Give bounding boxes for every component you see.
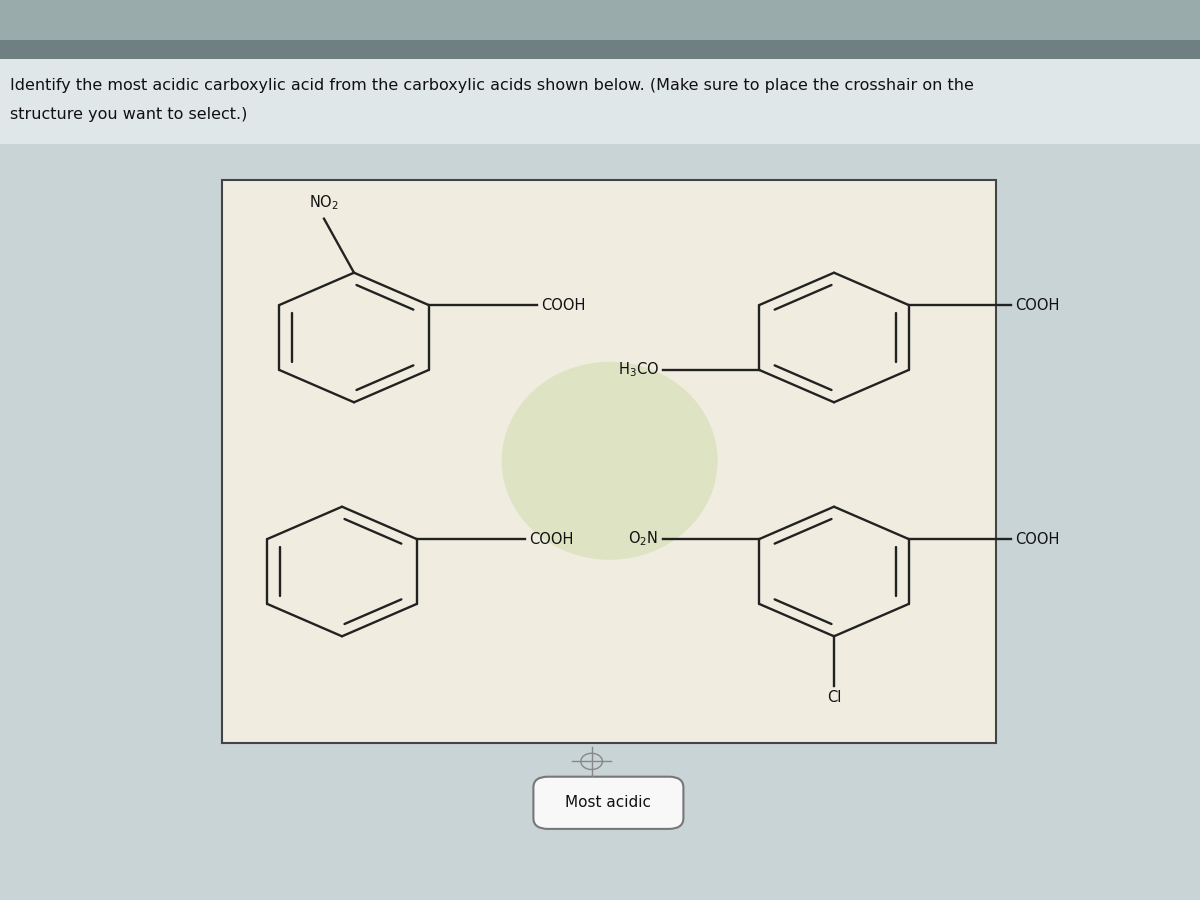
Bar bbox=[0, 0, 1200, 40]
Text: COOH: COOH bbox=[541, 298, 586, 312]
Bar bbox=[0, 58, 1200, 144]
Text: H$_3$CO: H$_3$CO bbox=[618, 361, 660, 379]
Ellipse shape bbox=[502, 362, 718, 560]
Text: Identify the most acidic carboxylic acid from the carboxylic acids shown below. : Identify the most acidic carboxylic acid… bbox=[10, 78, 973, 93]
Text: O$_2$N: O$_2$N bbox=[629, 530, 659, 548]
Text: Cl: Cl bbox=[827, 690, 841, 706]
Text: COOH: COOH bbox=[529, 532, 574, 546]
Bar bbox=[0, 40, 1200, 58]
Text: structure you want to select.): structure you want to select.) bbox=[10, 107, 247, 122]
Text: NO$_2$: NO$_2$ bbox=[310, 193, 338, 212]
FancyBboxPatch shape bbox=[222, 180, 996, 742]
Text: Most acidic: Most acidic bbox=[565, 796, 652, 810]
Text: COOH: COOH bbox=[1015, 298, 1060, 312]
FancyBboxPatch shape bbox=[533, 777, 684, 829]
Text: COOH: COOH bbox=[1015, 532, 1060, 546]
